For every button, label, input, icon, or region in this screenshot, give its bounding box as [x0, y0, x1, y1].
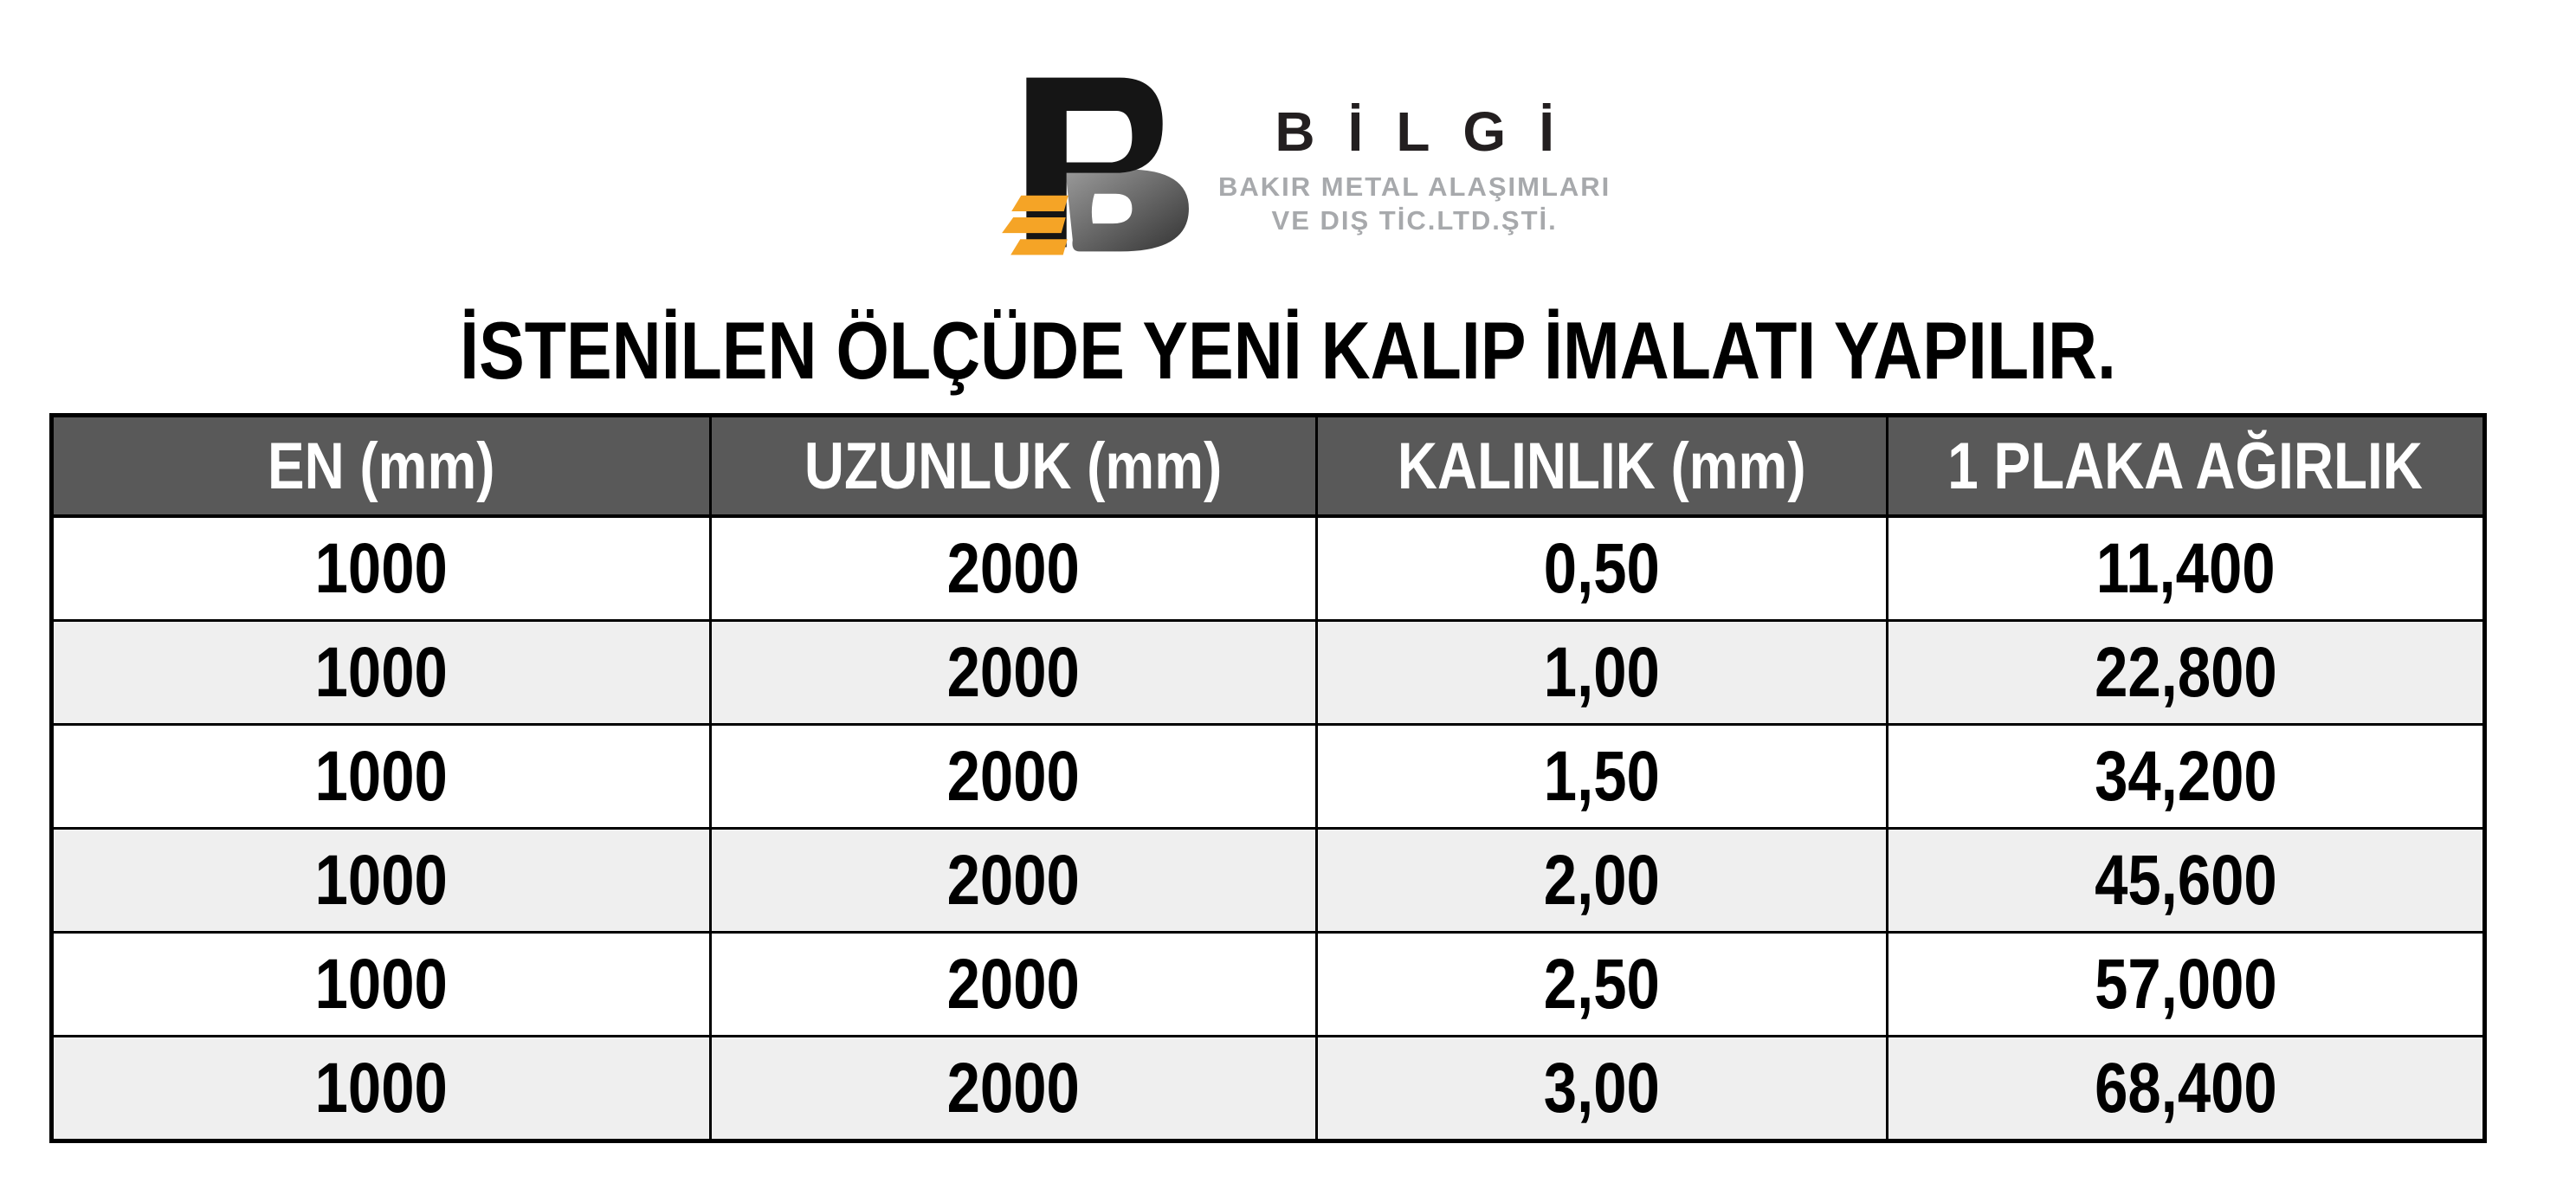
table-cell-value: 68,400 — [2094, 1048, 2277, 1128]
table-cell: 22,800 — [1886, 619, 2486, 726]
table-cell: 1000 — [50, 514, 712, 622]
table-cell-value: 1000 — [314, 736, 449, 816]
table-cell-value: 11,400 — [2095, 528, 2276, 608]
logo-subtitle-line1: BAKIR METAL ALAŞIMLARI — [1218, 171, 1611, 202]
table-row: 1000 2000 3,00 68,400 — [50, 1035, 2486, 1142]
table-cell: 34,200 — [1886, 723, 2486, 830]
table-cell: 57,000 — [1886, 931, 2486, 1037]
column-header-label: UZUNLUK (mm) — [804, 429, 1223, 503]
table-cell-value: 0,50 — [1543, 528, 1661, 608]
page-title-text: İSTENİLEN ÖLÇÜDE YENİ KALIP İMALATI YAPI… — [460, 305, 2116, 396]
table-cell: 2,50 — [1315, 931, 1888, 1037]
plate-spec-table: EN (mm) UZUNLUK (mm) KALINLIK (mm) 1 PLAKA … — [49, 413, 2487, 1143]
logo-subtitle-line2: VE DIŞ TİC.LTD.ŞTİ. — [1271, 205, 1558, 236]
table-cell-value: 1000 — [314, 944, 449, 1024]
table-cell-value: 2000 — [946, 528, 1081, 608]
table-cell: 2000 — [709, 827, 1318, 934]
table-cell-value: 1,00 — [1543, 632, 1661, 712]
table-cell-value: 57,000 — [2094, 944, 2277, 1024]
table-cell-value: 2,00 — [1543, 840, 1661, 920]
table-cell-value: 2,50 — [1543, 944, 1661, 1024]
table-cell: 1000 — [50, 1035, 712, 1142]
table-cell-value: 3,00 — [1543, 1048, 1661, 1128]
table-cell: 45,600 — [1886, 827, 2486, 934]
table-row: 1000 2000 1,00 22,800 — [50, 619, 2486, 726]
column-header: 1 PLAKA AĞIRLIK — [1886, 414, 2486, 518]
table-cell: 11,400 — [1886, 514, 2486, 622]
table-cell-value: 2000 — [946, 632, 1081, 712]
company-logo: BİLGİ BAKIR METAL ALAŞIMLARI VE DIŞ TİC.… — [991, 71, 1611, 260]
table-header-row: EN (mm) UZUNLUK (mm) KALINLIK (mm) 1 PLAKA … — [50, 414, 2486, 518]
logo-orange-stripes — [1002, 195, 1068, 255]
table-cell-value: 1,50 — [1543, 736, 1661, 816]
table-row: 1000 2000 1,50 34,200 — [50, 723, 2486, 830]
table-cell-value: 22,800 — [2094, 632, 2277, 712]
column-header: UZUNLUK (mm) — [709, 414, 1318, 518]
table-cell: 1000 — [50, 619, 712, 726]
table-row: 1000 2000 0,50 11,400 — [50, 514, 2486, 622]
logo-gray-bowl — [1066, 169, 1189, 252]
table-cell: 2000 — [709, 723, 1318, 830]
logo-b-mark-icon — [1002, 77, 1189, 255]
table-row: 1000 2000 2,50 57,000 — [50, 931, 2486, 1037]
column-header-label: KALINLIK (mm) — [1398, 429, 1806, 503]
table-row: 1000 2000 2,00 45,600 — [50, 827, 2486, 934]
table-cell: 2000 — [709, 1035, 1318, 1142]
table-cell: 2,00 — [1315, 827, 1888, 934]
table-cell: 1,00 — [1315, 619, 1888, 726]
table-cell: 2000 — [709, 931, 1318, 1037]
table-cell: 1000 — [50, 723, 712, 830]
table-cell-value: 2000 — [946, 840, 1081, 920]
table-cell: 1000 — [50, 827, 712, 934]
table-cell-value: 2000 — [946, 1048, 1081, 1128]
table-cell-value: 1000 — [314, 528, 449, 608]
column-header: EN (mm) — [50, 414, 712, 518]
logo-brand-text: BİLGİ — [1275, 100, 1587, 163]
table-cell: 0,50 — [1315, 514, 1888, 622]
table-cell-value: 1000 — [314, 840, 449, 920]
column-header: KALINLIK (mm) — [1315, 414, 1888, 518]
table-cell-value: 45,600 — [2094, 840, 2277, 920]
column-header-label: EN (mm) — [268, 429, 495, 503]
table-cell-value: 1000 — [314, 1048, 449, 1128]
table-cell-value: 2000 — [946, 736, 1081, 816]
table-cell: 2000 — [709, 619, 1318, 726]
table-cell: 68,400 — [1886, 1035, 2486, 1142]
table-cell-value: 1000 — [314, 632, 449, 712]
table-body: 1000 2000 0,50 11,400 1000 2000 1,00 22,800 1000… — [50, 514, 2486, 1142]
logo-text-block: BİLGİ BAKIR METAL ALAŞIMLARI VE DIŞ TİC.… — [1218, 97, 1611, 236]
page-title: İSTENİLEN ÖLÇÜDE YENİ KALIP İMALATI YAPI… — [0, 305, 2576, 396]
table-cell: 2000 — [709, 514, 1318, 622]
table-cell-value: 2000 — [946, 944, 1081, 1024]
table-cell-value: 34,200 — [2094, 736, 2277, 816]
table-cell: 3,00 — [1315, 1035, 1888, 1142]
table-cell: 1,50 — [1315, 723, 1888, 830]
column-header-label: 1 PLAKA AĞIRLIK — [1947, 429, 2424, 503]
table-cell: 1000 — [50, 931, 712, 1037]
